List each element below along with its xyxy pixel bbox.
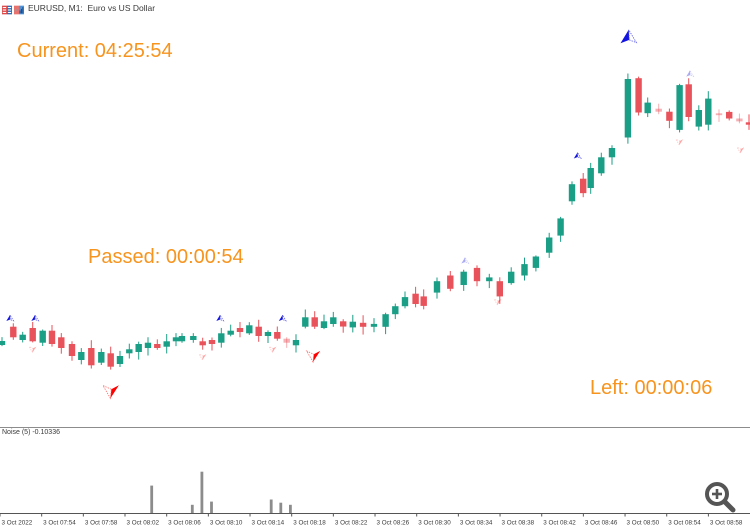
svg-text:3 Oct 08:06: 3 Oct 08:06 bbox=[168, 520, 201, 526]
svg-text:3 Oct 2022: 3 Oct 2022 bbox=[2, 520, 33, 526]
svg-text:3 Oct 08:30: 3 Oct 08:30 bbox=[418, 520, 451, 526]
svg-text:3 Oct 07:54: 3 Oct 07:54 bbox=[43, 520, 76, 526]
svg-text:3 Oct 08:10: 3 Oct 08:10 bbox=[210, 520, 243, 526]
svg-text:3 Oct 08:34: 3 Oct 08:34 bbox=[460, 520, 493, 526]
svg-text:3 Oct 08:58: 3 Oct 08:58 bbox=[710, 520, 743, 526]
svg-text:3 Oct 07:58: 3 Oct 07:58 bbox=[85, 520, 118, 526]
svg-text:3 Oct 08:54: 3 Oct 08:54 bbox=[668, 520, 701, 526]
svg-text:3 Oct 08:42: 3 Oct 08:42 bbox=[543, 520, 576, 526]
svg-text:3 Oct 08:50: 3 Oct 08:50 bbox=[627, 520, 660, 526]
svg-text:3 Oct 08:38: 3 Oct 08:38 bbox=[502, 520, 535, 526]
svg-text:3 Oct 08:26: 3 Oct 08:26 bbox=[377, 520, 410, 526]
svg-text:3 Oct 08:02: 3 Oct 08:02 bbox=[127, 520, 160, 526]
svg-text:3 Oct 08:14: 3 Oct 08:14 bbox=[252, 520, 285, 526]
svg-text:3 Oct 08:46: 3 Oct 08:46 bbox=[585, 520, 618, 526]
svg-text:3 Oct 08:22: 3 Oct 08:22 bbox=[335, 520, 368, 526]
svg-text:3 Oct 08:18: 3 Oct 08:18 bbox=[293, 520, 326, 526]
